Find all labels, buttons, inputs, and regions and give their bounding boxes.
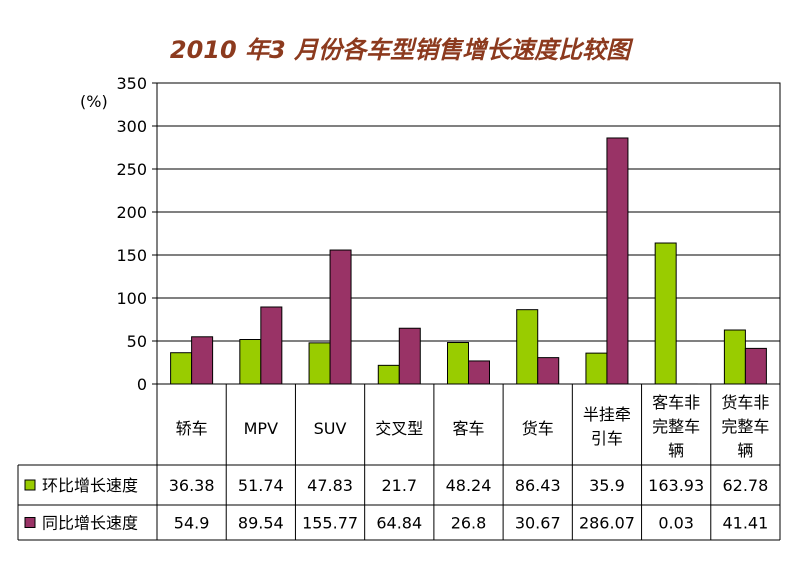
bar-huanbi (377, 364, 400, 385)
data-label: 163.93 (648, 476, 704, 495)
category-label: MPV (244, 419, 278, 438)
y-tick-label: 200 (116, 203, 147, 222)
data-label: 54.9 (174, 514, 210, 533)
bar-tongbi (329, 249, 352, 385)
category-label: 货车非 (721, 393, 769, 412)
data-label: 47.83 (307, 476, 353, 495)
data-label: 64.84 (376, 514, 422, 533)
data-label: 155.77 (302, 514, 358, 533)
data-label: 35.9 (589, 476, 625, 495)
category-label: 辆 (737, 441, 753, 460)
y-tick-label: 150 (116, 246, 147, 265)
data-label: 36.38 (169, 476, 215, 495)
data-label: 286.07 (579, 514, 635, 533)
data-label: 48.24 (446, 476, 492, 495)
category-label: 半挂牵 (583, 405, 631, 424)
bar-tongbi (537, 357, 560, 385)
category-label: 辆 (668, 441, 684, 460)
bar-tongbi (744, 347, 767, 385)
bar-huanbi (170, 352, 193, 385)
bar-huanbi (308, 342, 331, 385)
bar-tongbi (191, 336, 214, 385)
category-label: 完整车 (652, 417, 700, 436)
bar-tongbi (468, 360, 490, 385)
legend-swatch (24, 479, 36, 491)
category-label: 轿车 (176, 419, 208, 438)
data-label: 21.7 (381, 476, 417, 495)
bar-huanbi (447, 342, 469, 385)
category-label: 交叉型 (375, 419, 423, 438)
data-label: 51.74 (238, 476, 284, 495)
bar-huanbi (654, 242, 677, 385)
data-label: 30.67 (515, 514, 561, 533)
y-axis-unit-label: (%) (80, 92, 108, 111)
y-tick-label: 350 (116, 74, 147, 93)
category-label: 引车 (591, 429, 623, 448)
y-tick-label: 300 (116, 117, 147, 136)
legend-label: 环比增长速度 (42, 476, 138, 495)
data-label: 62.78 (722, 476, 768, 495)
bar-tongbi (398, 327, 421, 385)
data-label: 41.41 (722, 514, 768, 533)
bar-tongbi (260, 306, 283, 385)
legend-swatch (24, 517, 36, 528)
category-label: 货车 (522, 419, 554, 438)
data-label: 0.03 (658, 514, 694, 533)
category-label: SUV (314, 419, 347, 438)
data-label: 86.43 (515, 476, 561, 495)
category-label: 客车非 (652, 393, 700, 412)
chart-title: 2010 年3 月份各车型销售增长速度比较图 (169, 36, 631, 64)
category-label: 完整车 (721, 417, 769, 436)
bar-huanbi (239, 339, 262, 385)
y-tick-label: 100 (116, 289, 147, 308)
legend-label: 同比增长速度 (42, 514, 138, 533)
bar-tongbi (606, 137, 629, 385)
plot-border (156, 82, 781, 385)
y-tick-label: 0 (137, 375, 147, 394)
bar-huanbi (723, 329, 746, 385)
data-label: 26.8 (451, 514, 487, 533)
data-label: 89.54 (238, 514, 284, 533)
bar-huanbi (585, 352, 608, 385)
category-label: 客车 (452, 419, 484, 438)
bar-huanbi (516, 309, 539, 385)
y-tick-label: 50 (127, 332, 147, 351)
y-tick-label: 250 (116, 160, 147, 179)
